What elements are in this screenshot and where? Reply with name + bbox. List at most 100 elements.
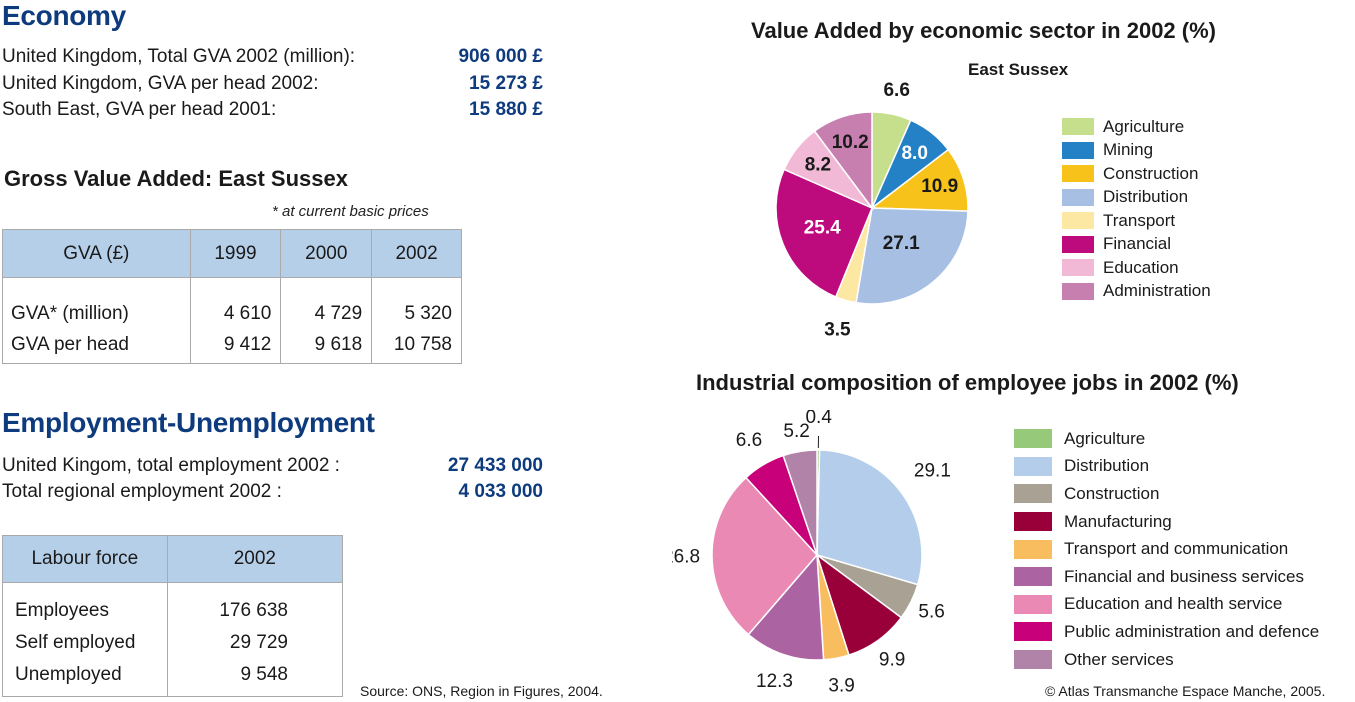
table-row: Employees 176 638 <box>2 582 344 627</box>
pie-slice-financial <box>775 168 873 298</box>
legend-swatch <box>1014 484 1052 504</box>
legend-label: Manufacturing <box>1064 511 1172 531</box>
gva-cell: GVA* (million) <box>2 277 191 334</box>
legend-item-agriculture: Agriculture <box>1014 425 1319 453</box>
legend-label: Construction <box>1064 483 1160 503</box>
chart2-title: Industrial composition of employee jobs … <box>696 370 1239 395</box>
table-row: Unemployed 9 548 <box>2 659 344 697</box>
gva-header-cell: 2002 <box>371 229 462 278</box>
legend-item-distribution: Distribution <box>1062 186 1211 210</box>
legend-swatch <box>1062 212 1094 230</box>
legend-label: Construction <box>1103 163 1199 183</box>
legend-label: Distribution <box>1064 456 1150 476</box>
legend-swatch <box>1062 188 1094 206</box>
data-label-distribution: 29.1 <box>914 460 951 481</box>
legend-swatch <box>1014 429 1052 449</box>
pie-slice-construction <box>869 148 969 212</box>
employment-row-label: United Kingom, total employment 2002 : <box>2 455 340 476</box>
gva-cell: 4 729 <box>280 277 373 334</box>
pie-chart-value-added: 6.6 8.0 10.9 27.1 3.5 25.4 8.210.2 <box>775 80 969 340</box>
legend-label: Agriculture <box>1064 428 1146 448</box>
source-note: Source: ONS, Region in Figures, 2004. <box>360 683 603 699</box>
legend-item-financial-and-business-services: Financial and business services <box>1014 563 1319 591</box>
pie-slice-administration <box>813 111 873 211</box>
legend-item-distribution: Distribution <box>1014 453 1319 481</box>
legend-label: Financial <box>1103 234 1172 254</box>
legend-label: Distribution <box>1103 187 1189 207</box>
data-label-other-services: 5.2 <box>783 421 809 442</box>
legend-label: Administration <box>1103 281 1211 301</box>
economy-row-value: 906 000 £ <box>458 46 543 67</box>
pie-slice-distribution <box>855 207 969 305</box>
legend-item-education: Education <box>1062 256 1211 280</box>
legend-swatch <box>1014 650 1052 670</box>
legend-item-public-administration-and-defence: Public administration and defence <box>1014 618 1319 646</box>
gva-cell: 10 758 <box>371 333 462 364</box>
labour-table-header: Labour force 2002 <box>2 535 344 583</box>
gva-cell: GVA per head <box>2 333 191 364</box>
legend-swatch <box>1014 622 1052 642</box>
labour-header-cell: 2002 <box>166 535 344 583</box>
labour-cell: 9 548 <box>166 659 344 697</box>
legend-label: Other services <box>1064 649 1174 669</box>
economy-heading: Economy <box>2 0 126 31</box>
legend-item-construction: Construction <box>1062 162 1211 186</box>
legend-swatch <box>1062 118 1094 136</box>
chart1-title: Value Added by economic sector in 2002 (… <box>751 18 1216 43</box>
legend-item-financial: Financial <box>1062 233 1211 257</box>
chart2-legend: Agriculture Distribution Construction Manuf… <box>1014 425 1319 673</box>
labour-cell: Employees <box>2 582 168 627</box>
employment-heading: Employment-Unemployment <box>2 407 375 438</box>
data-label-education-and-health-service: 26.8 <box>672 547 700 568</box>
gva-header-cell: 1999 <box>189 229 282 278</box>
legend-label: Financial and business services <box>1064 566 1305 586</box>
pie-chart-employee-jobs: 0.4 29.1 5.6 9.9 3.9 12.3 26.8 6.6 5.2 <box>672 410 951 697</box>
legend-label: Education and health service <box>1064 594 1283 614</box>
data-label-construction: 10.9 <box>921 176 958 197</box>
legend-swatch <box>1062 259 1094 277</box>
economy-row-label: United Kingdom, Total GVA 2002 (million)… <box>2 46 356 67</box>
gva-cell: 9 412 <box>189 333 282 364</box>
labour-cell: Self employed <box>2 626 168 660</box>
legend-swatch <box>1014 456 1052 476</box>
legend-item-construction: Construction <box>1014 480 1319 508</box>
legend-item-agriculture: Agriculture <box>1062 115 1211 139</box>
chart1-subtitle: East Sussex <box>968 60 1069 79</box>
legend-item-manufacturing: Manufacturing <box>1014 508 1319 536</box>
data-label-agriculture: 6.6 <box>883 80 909 101</box>
employment-row-value: 27 433 000 <box>447 455 543 476</box>
data-label-education: 8.2 <box>805 155 831 176</box>
data-label-administration: 10.2 <box>832 132 869 153</box>
data-label-transport: 3.5 <box>824 319 851 340</box>
legend-label: Education <box>1103 257 1179 277</box>
gva-header-cell: 2000 <box>280 229 373 278</box>
data-label-public-administration-and-defence: 6.6 <box>736 430 762 451</box>
legend-swatch <box>1014 567 1052 587</box>
pie-slice-other-services <box>782 449 818 556</box>
employment-row-value: 4 033 000 <box>458 481 543 502</box>
economy-row-label: United Kingdom, GVA per head 2002: <box>2 73 319 94</box>
data-label-manufacturing: 9.9 <box>879 650 905 671</box>
legend-swatch <box>1014 512 1052 532</box>
gva-table: GVA (£) 1999 2000 2002 GVA* (million) 4 … <box>2 229 462 364</box>
table-row: GVA* (million) 4 610 4 729 5 320 <box>2 277 462 334</box>
legend-label: Public administration and defence <box>1064 621 1320 641</box>
gva-note: * at current basic prices <box>272 203 429 220</box>
legend-swatch <box>1014 594 1052 614</box>
labour-table: Labour force 2002 Employees 176 638 Self… <box>2 535 344 697</box>
economy-row-label: South East, GVA per head 2001: <box>2 99 277 120</box>
copyright-note: © Atlas Transmanche Espace Manche, 2005. <box>1045 683 1326 699</box>
legend-label: Transport <box>1103 210 1176 230</box>
legend-item-other-services: Other services <box>1014 646 1319 674</box>
legend-item-transport: Transport <box>1062 209 1211 233</box>
labour-cell: Unemployed <box>2 659 168 697</box>
table-row: GVA per head 9 412 9 618 10 758 <box>2 333 462 364</box>
gva-cell: 9 618 <box>280 333 373 364</box>
employment-row-label: Total regional employment 2002 : <box>2 481 282 502</box>
economy-row-value: 15 880 £ <box>469 99 543 120</box>
legend-swatch <box>1062 282 1094 300</box>
legend-item-education-and-health-service: Education and health service <box>1014 591 1319 619</box>
gva-cell: 4 610 <box>189 277 282 334</box>
gva-heading: Gross Value Added: East Sussex <box>4 166 348 191</box>
legend-swatch <box>1062 141 1094 159</box>
